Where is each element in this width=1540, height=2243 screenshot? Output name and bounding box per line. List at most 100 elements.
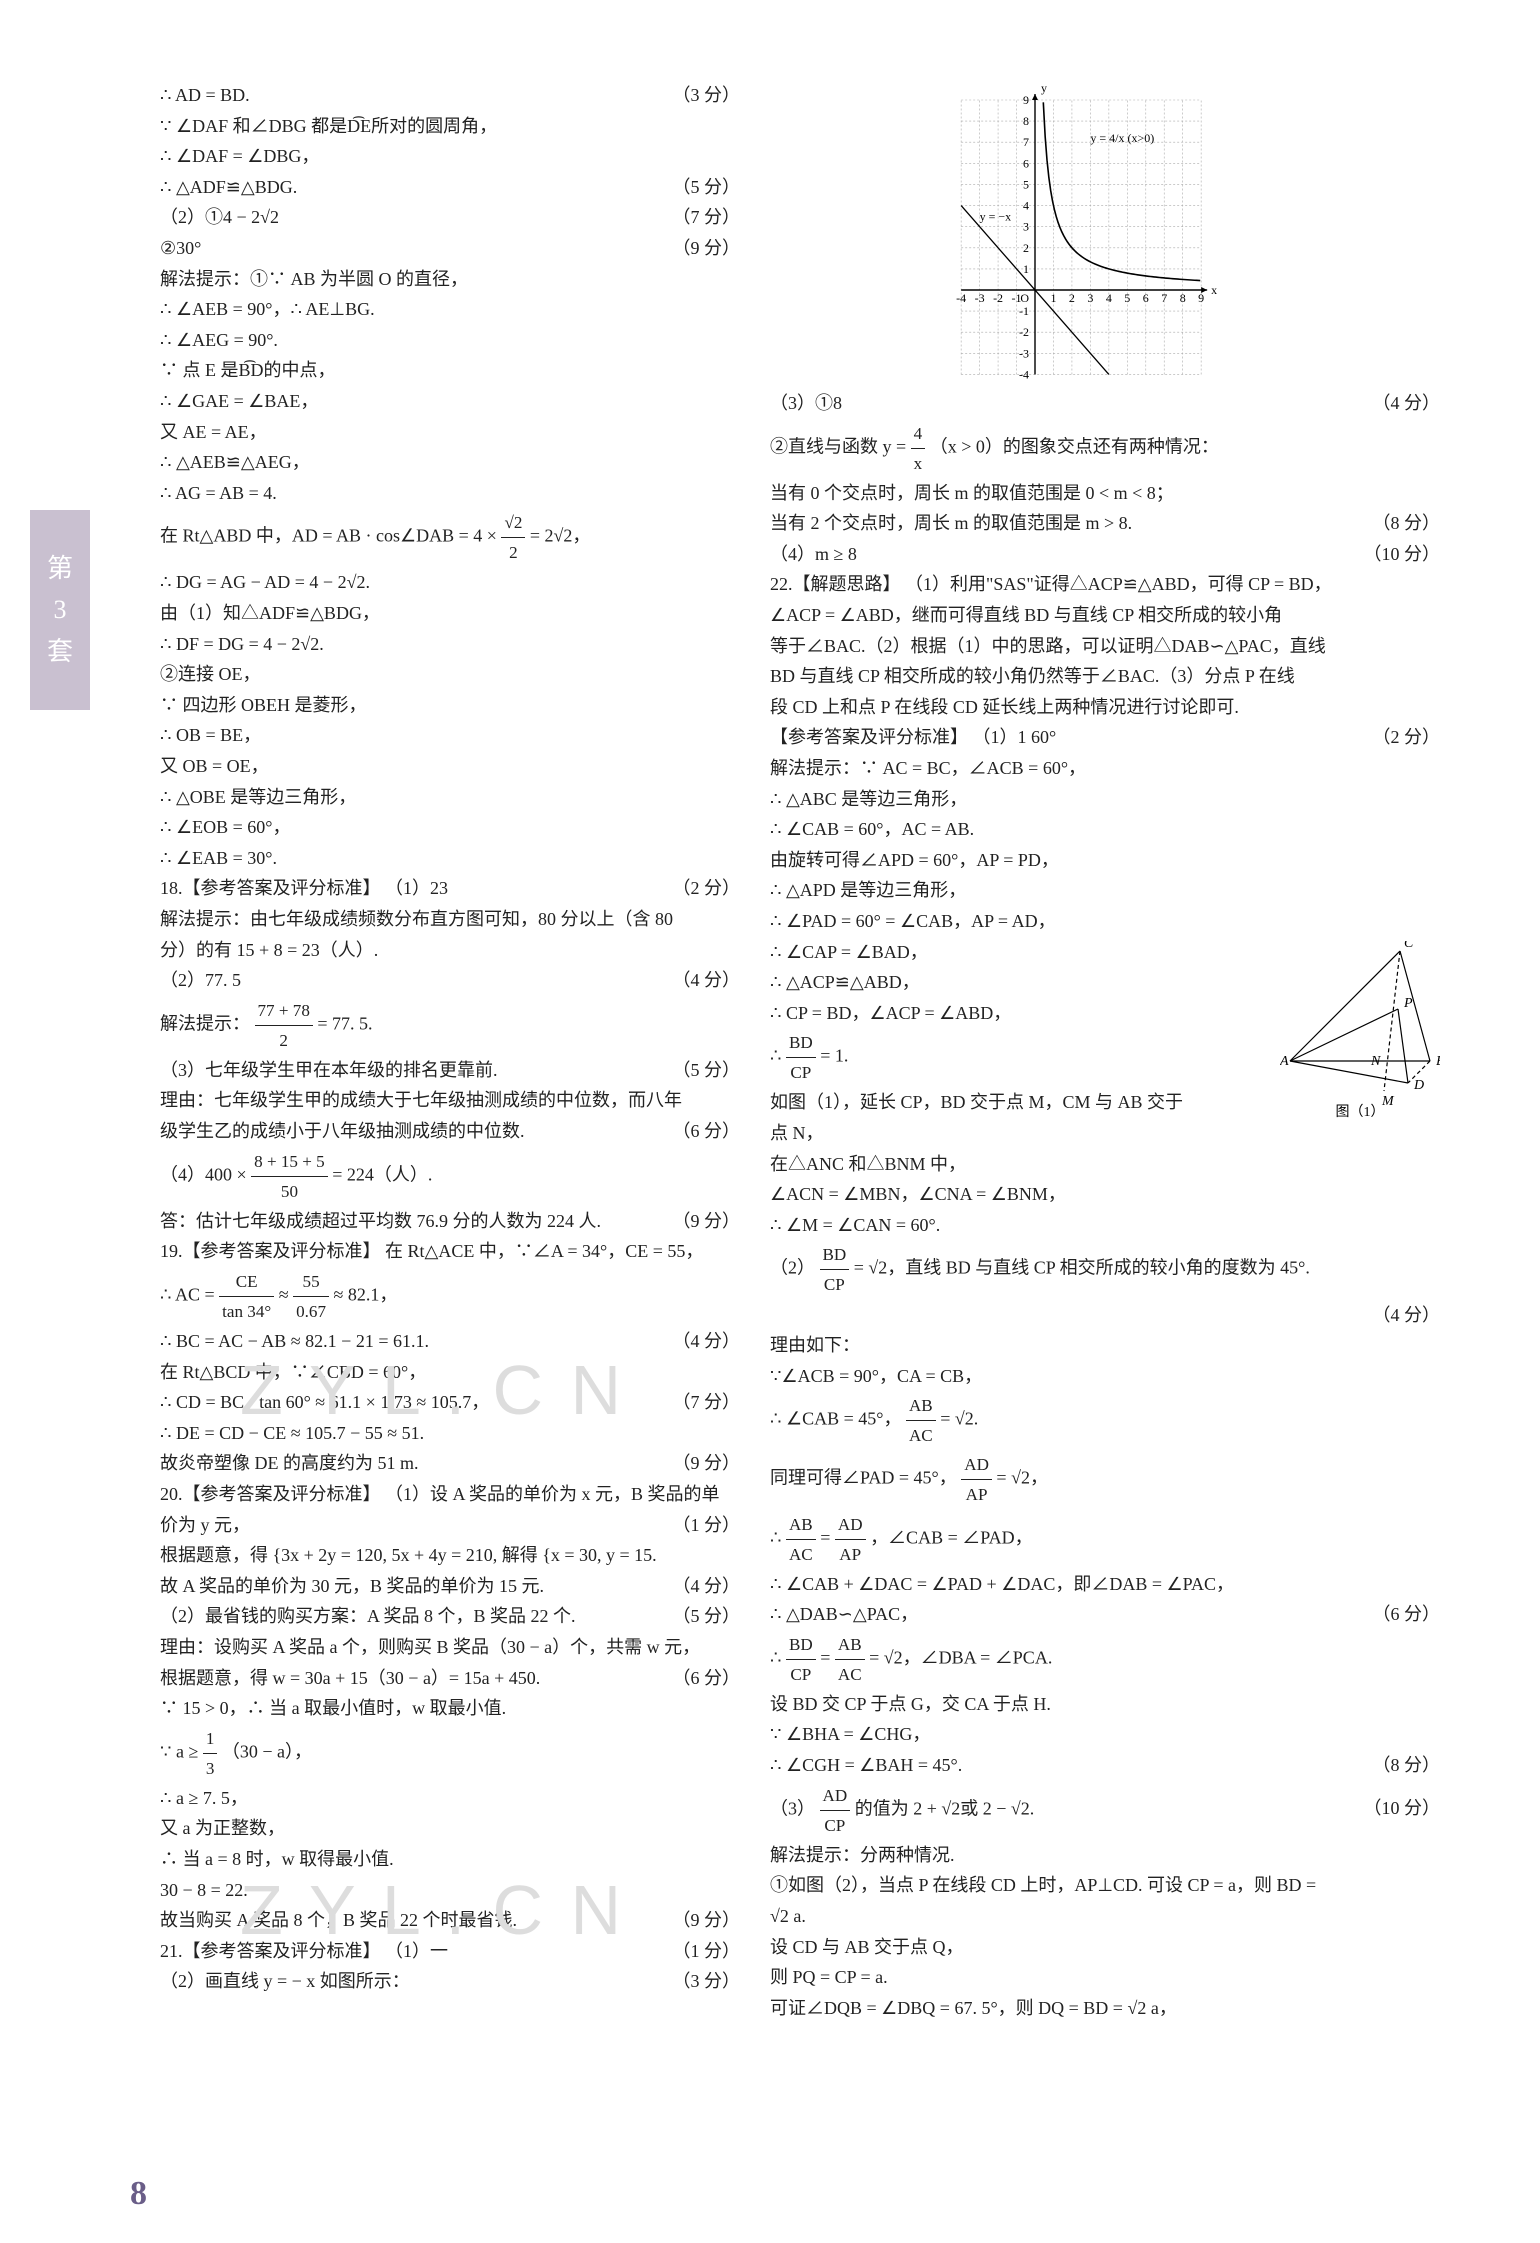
s: （4 分） [1373, 388, 1441, 419]
t: ∴ [770, 1647, 786, 1667]
l: ∴ ∠M = ∠CAN = 60°. [770, 1210, 1440, 1241]
l: ∴ DE = CD − CE ≈ 105.7 − 55 ≈ 51. [160, 1418, 740, 1449]
svg-text:-3: -3 [1019, 346, 1029, 360]
svg-text:5: 5 [1124, 291, 1130, 305]
svg-text:6: 6 [1023, 156, 1029, 170]
page-number: 8 [130, 2175, 147, 2213]
s: （8 分） [1373, 1750, 1441, 1781]
l: 在 Rt△ABD 中，AD = AB · cos∠DAB = 4 × √22 =… [160, 508, 740, 567]
l: ∴ ∠GAE = ∠BAE， [160, 386, 740, 417]
svg-text:A: A [1280, 1054, 1289, 1069]
triangle-diagram: ABCPNMD图（1） [1280, 941, 1440, 1121]
page: 第 3 套 Z Y L . C N Z Y L . C N ∴ AD = BD.… [0, 0, 1540, 2243]
t: ≈ 82.1， [334, 1285, 398, 1305]
t: = [820, 1647, 835, 1667]
l: ∴ AD = BD. [160, 80, 665, 111]
svg-text:6: 6 [1143, 291, 1149, 305]
d: tan 34° [219, 1297, 274, 1326]
n: AB [786, 1510, 816, 1540]
s: （4 分） [673, 1571, 741, 1602]
l: 根据题意，得 w = 30a + 15（30 − a）= 15a + 450. [160, 1663, 665, 1694]
t: （4）400 × [160, 1164, 251, 1184]
l: 解法提示： 77 + 782 = 77. 5. [160, 996, 740, 1055]
d: 2 [501, 538, 525, 567]
l: √2 a. [770, 1901, 1440, 1932]
l: （3）①8 [770, 388, 1365, 419]
frac: 8 + 15 + 550 [251, 1147, 328, 1206]
l: 设 CD 与 AB 交于点 Q， [770, 1932, 1440, 1963]
svg-text:图（1）: 图（1） [1336, 1104, 1385, 1120]
svg-text:9: 9 [1198, 291, 1204, 305]
l: （2）最省钱的购买方案：A 奖品 8 个，B 奖品 22 个. [160, 1601, 665, 1632]
l: ∴ AG = AB = 4. [160, 478, 740, 509]
s: （6 分） [1373, 1599, 1441, 1630]
l: ∴ ∠AEB = 90°，∴ AE⊥BG. [160, 294, 740, 325]
l: 分）的有 15 + 8 = 23（人）. [160, 935, 740, 966]
l: （4）400 × 8 + 15 + 550 = 224（人）. [160, 1147, 740, 1206]
l: 理由：七年级学生甲的成绩大于七年级抽测成绩的中位数，而八年 [160, 1085, 740, 1116]
l: 当有 2 个交点时，周长 m 的取值范围是 m > 8. [770, 508, 1365, 539]
l: 在 Rt△BCD 中，∵∠CBD = 60°， [160, 1357, 740, 1388]
s: （9 分） [673, 1448, 741, 1479]
svg-text:P: P [1403, 996, 1413, 1011]
l: ∴ BC = AC − AB ≈ 82.1 − 21 = 61.1. [160, 1326, 665, 1357]
l: ∴ △DAB∽△PAC， [770, 1599, 1365, 1630]
t: ，∠CAB = ∠PAD， [870, 1527, 1033, 1547]
svg-text:8: 8 [1180, 291, 1186, 305]
l: 点 N， [770, 1118, 1440, 1149]
svg-text:4: 4 [1106, 291, 1112, 305]
svg-text:7: 7 [1023, 135, 1029, 149]
n: AB [906, 1391, 936, 1421]
t: ∴ ∠CAB = 45°， [770, 1409, 901, 1429]
l: ∴ ABAC = ADAP ，∠CAB = ∠PAD， [770, 1510, 1440, 1569]
svg-text:-1: -1 [1019, 304, 1029, 318]
l: ∴ ∠AEG = 90°. [160, 325, 740, 356]
d: 50 [251, 1177, 328, 1206]
n: CE [219, 1267, 274, 1297]
l: ∴ ∠DAF = ∠DBG， [160, 141, 740, 172]
l: 理由：设购买 A 奖品 a 个，则购买 B 奖品（30 − a）个，共需 w 元… [160, 1632, 740, 1663]
s: （4 分） [673, 1326, 741, 1357]
t: ∴ [770, 1527, 786, 1547]
t: （2） [770, 1258, 815, 1278]
l: ∴ ∠CAB + ∠DAC = ∠PAD + ∠DAC，即∠DAB = ∠PAC… [770, 1569, 1440, 1600]
svg-text:1: 1 [1050, 291, 1056, 305]
t: ≈ [279, 1285, 293, 1305]
t: = 2√2， [530, 526, 591, 546]
l: 在△ANC 和△BNM 中， [770, 1149, 1440, 1180]
l: ∴ ∠EAB = 30°. [160, 843, 740, 874]
l: 解法提示：分两种情况. [770, 1840, 1440, 1871]
t: （3） ADCP 的值为 2 + √2或 2 − √2. [770, 1781, 1356, 1840]
svg-text:N: N [1370, 1054, 1381, 1069]
frac: ADCP [820, 1781, 851, 1840]
svg-text:x: x [1211, 283, 1217, 297]
l: ∴ DG = AG − AD = 4 − 2√2. [160, 567, 740, 598]
t: ②直线与函数 y = [770, 436, 911, 456]
s: （8 分） [1373, 508, 1441, 539]
d: 0.67 [293, 1297, 329, 1326]
l: 解法提示：∵ AC = BC，∠ACB = 60°， [770, 753, 1440, 784]
l: 等于∠BAC.（2）根据（1）中的思路，可以证明△DAB∽△PAC，直线 [770, 631, 1440, 662]
l: ∵ 15 > 0，∴ 当 a 取最小值时，w 取最小值. [160, 1693, 740, 1724]
svg-text:8: 8 [1023, 114, 1029, 128]
frac: ADAP [961, 1450, 992, 1509]
n: BD [786, 1028, 816, 1058]
l: ∴ DF = DG = 4 − 2√2. [160, 629, 740, 660]
d: CP [820, 1270, 850, 1299]
l: ②30° [160, 233, 665, 264]
s: （3 分） [673, 1966, 741, 1997]
l: 级学生乙的成绩小于八年级抽测成绩的中位数. [160, 1116, 665, 1147]
svg-text:y: y [1041, 81, 1047, 95]
l: ①如图（2），当点 P 在线段 CD 上时，AP⊥CD. 可设 CP = a，则… [770, 1870, 1440, 1901]
svg-text:4: 4 [1023, 199, 1029, 213]
l: 可证∠DQB = ∠DBQ = 67. 5°，则 DQ = BD = √2 a， [770, 1993, 1440, 2024]
svg-text:3: 3 [1023, 220, 1029, 234]
d: CP [820, 1811, 851, 1840]
l: 同理可得∠PAD = 45°， ADAP = √2， [770, 1450, 1440, 1509]
frac: ABAC [906, 1391, 936, 1450]
l: 由旋转可得∠APD = 60°，AP = PD， [770, 845, 1440, 876]
t: （3） [770, 1798, 815, 1818]
d: AC [906, 1421, 936, 1450]
n: √2 [501, 508, 525, 538]
l: ∴ ∠EOB = 60°， [160, 812, 740, 843]
